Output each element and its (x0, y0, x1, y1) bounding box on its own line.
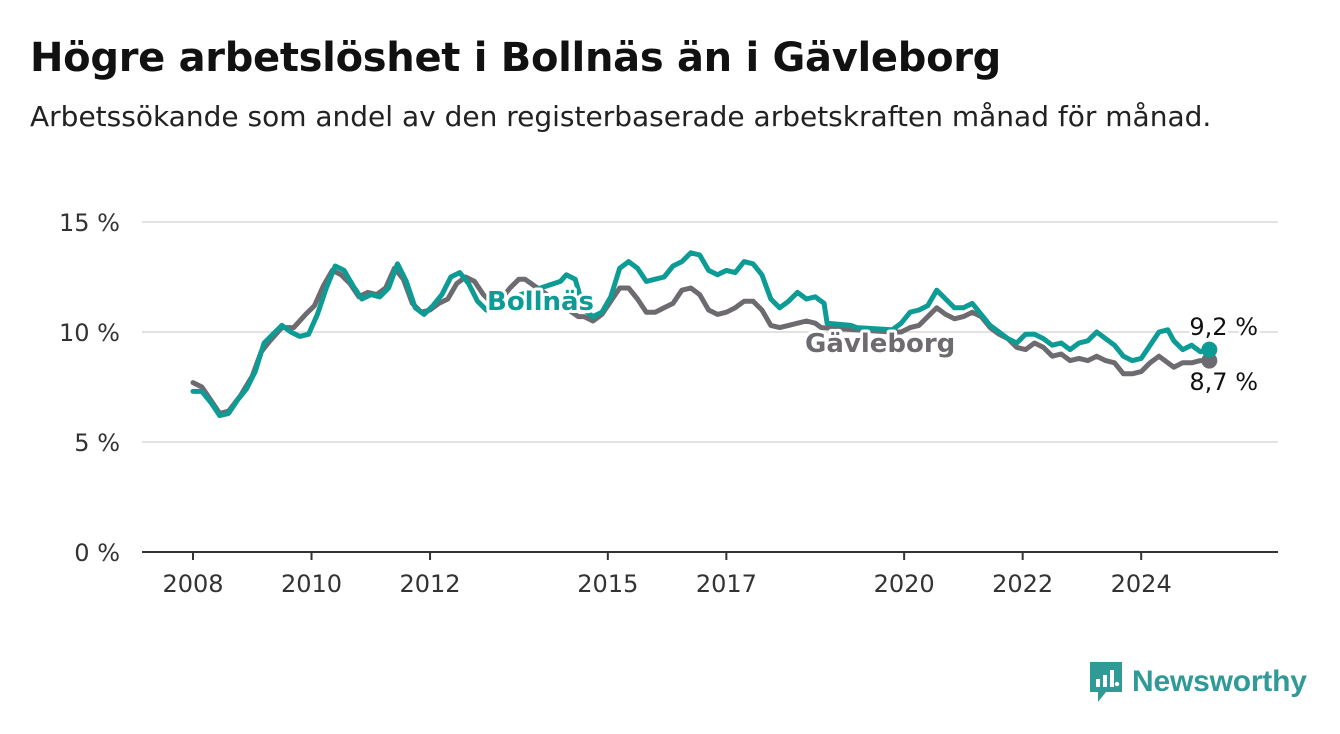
end-label-gavleborg: 8,7 % (1189, 368, 1258, 396)
x-tick-label: 2022 (992, 570, 1053, 598)
x-tick-label: 2008 (162, 570, 223, 598)
y-tick-label: 10 % (59, 319, 120, 347)
x-axis-ticks: 2008 2010 2012 2015 2017 2020 2022 2024 (162, 552, 1172, 598)
chart-subtitle: Arbetssökande som andel av den registerb… (30, 100, 1212, 133)
chart-title: Högre arbetslöshet i Bollnäs än i Gävleb… (30, 35, 1002, 81)
gridlines (142, 221, 1278, 553)
y-tick-label: 5 % (74, 429, 120, 457)
series-labels: Bollnäs Gävleborg 9,2 % 8,7 % (484, 284, 1261, 399)
brand-name: Newsworthy (1132, 665, 1307, 698)
x-tick-label: 2010 (281, 570, 342, 598)
x-tick-label: 2015 (577, 570, 638, 598)
end-marker-bollnas (1201, 341, 1218, 358)
series-line-bollnas (190, 250, 1212, 419)
y-tick-label: 0 % (74, 539, 120, 567)
y-axis-ticks: 0 % 5 % 10 % 15 % (59, 209, 120, 567)
x-tick-label: 2012 (400, 570, 461, 598)
series-label-bollnas: Bollnäs (487, 287, 594, 317)
x-tick-label: 2017 (696, 570, 757, 598)
x-tick-label: 2024 (1111, 570, 1172, 598)
series-label-gavleborg: Gävleborg (805, 329, 955, 359)
end-label-bollnas: 9,2 % (1189, 313, 1258, 341)
end-marker-gavleborg (1201, 352, 1218, 369)
newsworthy-logo-icon (1090, 662, 1122, 702)
y-tick-label: 15 % (59, 209, 120, 237)
newsworthy-brand[interactable]: Newsworthy (1088, 659, 1307, 705)
x-tick-label: 2020 (874, 570, 935, 598)
series-lines (190, 250, 1218, 419)
series-line-gavleborg (190, 265, 1212, 416)
